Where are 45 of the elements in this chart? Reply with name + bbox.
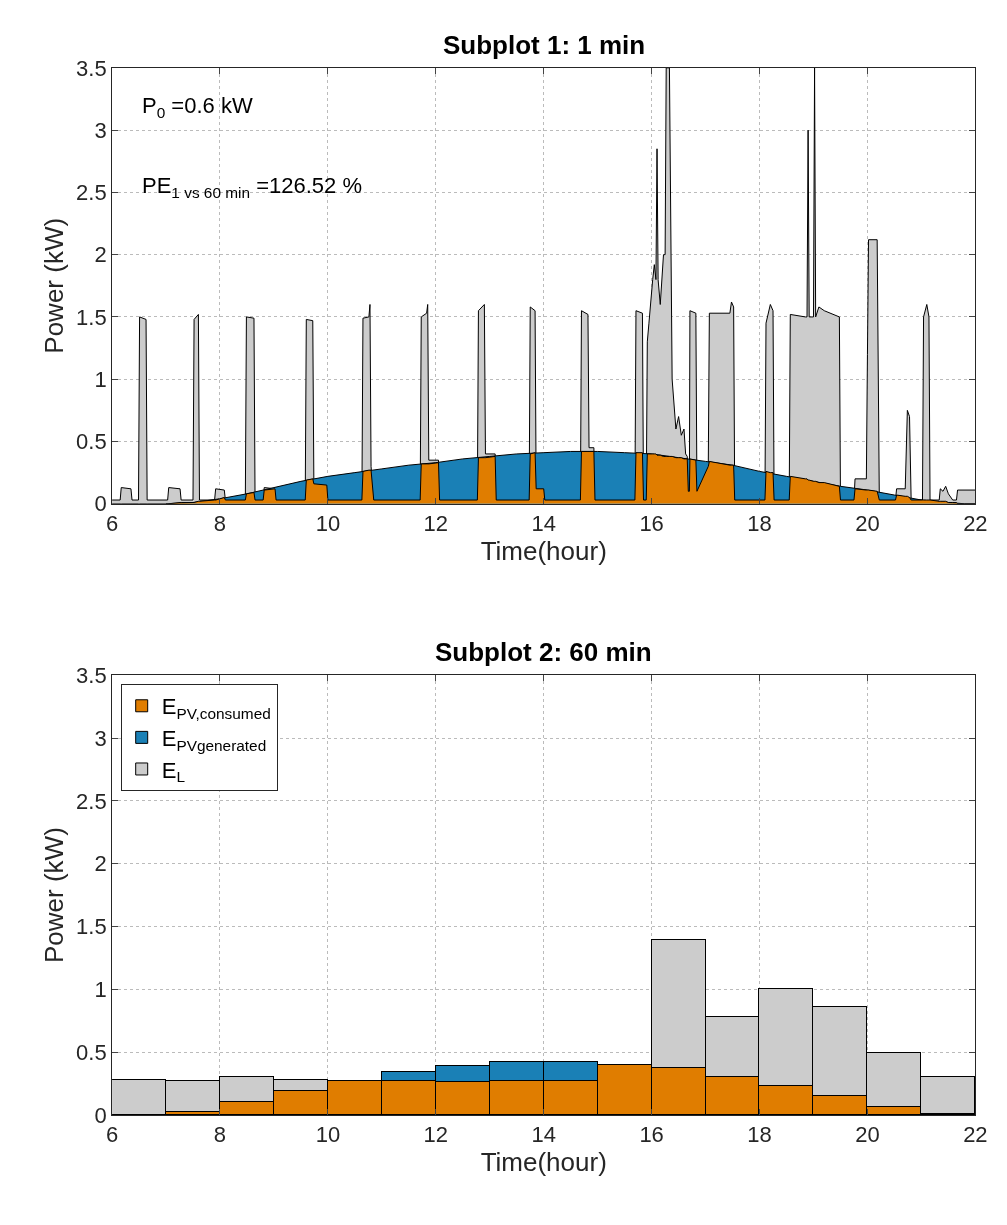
y-tick-label: 0.5 bbox=[76, 429, 107, 455]
y-tick-label: 3.5 bbox=[76, 55, 107, 81]
legend-label: E$_{L}$ bbox=[161, 757, 186, 786]
x-tick-label: 22 bbox=[963, 511, 988, 537]
x-tick-label: 8 bbox=[213, 1122, 227, 1148]
y-tick-label: 3 bbox=[94, 725, 107, 751]
x-tick-label: 10 bbox=[315, 1122, 341, 1148]
chart-title: Subplot 1: 1 min bbox=[443, 30, 646, 60]
y-tick-label: 2 bbox=[94, 242, 107, 268]
x-axis-title: Time(hour) bbox=[480, 1147, 607, 1178]
y-tick-label: 3 bbox=[94, 117, 107, 143]
x-tick-label: 10 bbox=[315, 511, 341, 537]
annotation: P$_{0}$ =0.6 kW bbox=[142, 93, 253, 121]
y-tick-label: 0 bbox=[94, 491, 107, 517]
x-axis-title: Time(hour) bbox=[480, 536, 607, 567]
y-tick-label: 0 bbox=[94, 1102, 107, 1128]
x-tick-label: 6 bbox=[105, 511, 119, 537]
x-tick-label: 18 bbox=[747, 1122, 772, 1148]
x-tick-label: 16 bbox=[639, 511, 664, 537]
y-tick-label: 3.5 bbox=[76, 662, 107, 688]
y-axis-title: Power (kW) bbox=[39, 217, 70, 354]
y-tick-label: 1 bbox=[94, 977, 107, 1003]
x-tick-label: 14 bbox=[531, 511, 556, 537]
x-tick-label: 22 bbox=[963, 1122, 988, 1148]
legend-label: E$_{PV,consumed}$ bbox=[161, 694, 271, 722]
y-tick-label: 2.5 bbox=[76, 180, 107, 206]
y-tick-label: 1.5 bbox=[76, 304, 107, 330]
x-tick-label: 20 bbox=[855, 511, 880, 537]
x-tick-label: 8 bbox=[213, 511, 227, 537]
x-tick-label: 18 bbox=[747, 511, 772, 537]
y-tick-label: 2.5 bbox=[76, 788, 107, 814]
y-tick-label: 1.5 bbox=[76, 914, 107, 940]
legend-label: E$_{PVgenerated}$ bbox=[161, 725, 267, 754]
chart-title: Subplot 2: 60 min bbox=[435, 637, 652, 667]
x-tick-label: 12 bbox=[423, 1122, 449, 1148]
x-tick-label: 16 bbox=[639, 1122, 664, 1148]
x-tick-label: 14 bbox=[531, 1122, 556, 1148]
x-tick-label: 6 bbox=[105, 1122, 119, 1148]
y-tick-label: 1 bbox=[94, 366, 107, 392]
y-tick-label: 0.5 bbox=[76, 1039, 107, 1065]
y-axis-title: Power (kW) bbox=[39, 827, 70, 963]
x-tick-label: 20 bbox=[855, 1122, 880, 1148]
y-tick-label: 2 bbox=[94, 851, 107, 877]
annotation: PE$_{1 vs 60 min}$ =126.52 % bbox=[142, 173, 362, 201]
x-tick-label: 12 bbox=[423, 511, 449, 537]
